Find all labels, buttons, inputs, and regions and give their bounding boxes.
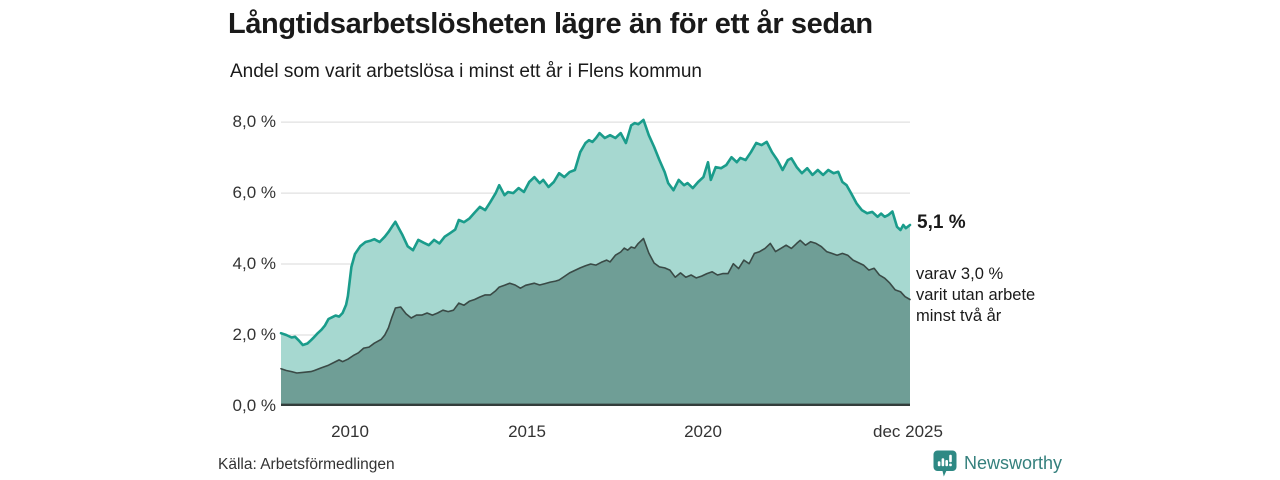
brand-name: Newsworthy — [964, 452, 1063, 473]
y-tick-label: 0,0 % — [232, 396, 276, 415]
secondary-series-label: varav 3,0 % varit utan arbete minst två … — [916, 264, 1035, 327]
x-tick-label: 2010 — [331, 422, 369, 441]
page-title: Långtidsarbetslösheten lägre än för ett … — [228, 8, 873, 40]
y-tick-label: 2,0 % — [232, 325, 276, 344]
x-tick-label: 2020 — [684, 422, 722, 441]
x-tick-label: 2015 — [508, 422, 546, 441]
bar-chart-speech-bubble-icon — [933, 450, 957, 476]
chart-subtitle: Andel som varit arbetslösa i minst ett å… — [230, 61, 703, 82]
plot-area — [279, 110, 912, 407]
y-tick-label: 8,0 % — [232, 112, 276, 131]
y-tick-label: 6,0 % — [232, 183, 276, 202]
y-tick-label: 4,0 % — [232, 254, 276, 273]
secondary-series-label-line: varav 3,0 % — [916, 265, 1004, 283]
area-chart — [279, 118, 912, 407]
latest-value-label: 5,1 % — [917, 212, 966, 233]
newsworthy-logo: Newsworthy — [933, 449, 1062, 477]
source-credit: Källa: Arbetsförmedlingen — [218, 456, 395, 473]
secondary-series-label-line: varit utan arbete — [916, 286, 1036, 304]
secondary-series-label-line: minst två år — [916, 307, 1002, 325]
x-tick-label: dec 2025 — [873, 422, 943, 441]
